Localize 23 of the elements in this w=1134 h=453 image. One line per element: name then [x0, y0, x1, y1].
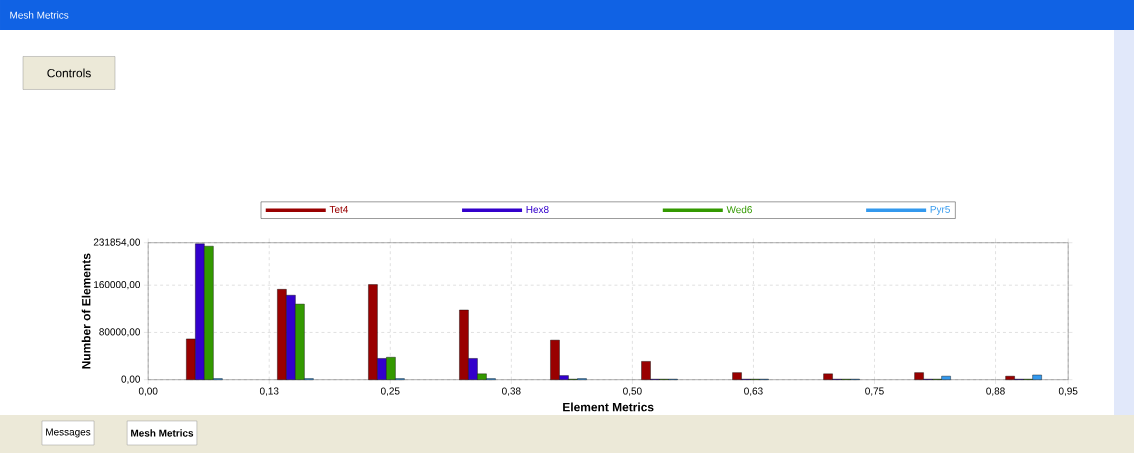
x-tick-label: 0,25 [380, 387, 400, 396]
text: Pyr5 [930, 206, 950, 215]
text: Messages [46, 428, 91, 438]
x-tick-label: 0,75 [865, 387, 884, 396]
text: Hex8 [526, 205, 549, 213]
x-tick-label: 0,88 [986, 387, 1005, 396]
text: Mesh Metrics [10, 11, 69, 19]
x-tick-label: 0,63 [744, 387, 763, 396]
text: Controls [47, 68, 91, 78]
x-tick-label: 0,00 [138, 387, 158, 396]
y-tick-label: 231854,00 [93, 238, 141, 247]
text: Tet4 [329, 206, 349, 213]
text: Mesh Metrics [131, 429, 194, 437]
x-tick-label: 0,50 [623, 387, 642, 396]
x-tick-label: 0,13 [259, 387, 279, 396]
x-axis-title: Element Metrics [563, 402, 654, 412]
y-tick-label: 0,00 [121, 375, 141, 384]
x-tick-label: 0,95 [1058, 387, 1078, 396]
y-tick-label: 160000,00 [94, 281, 141, 290]
y-tick-label: 80000,00 [99, 328, 141, 337]
x-tick-label: 0,38 [502, 387, 521, 396]
text: Wed6 [726, 205, 752, 214]
y-axis-title: Number of Elements [81, 253, 91, 369]
